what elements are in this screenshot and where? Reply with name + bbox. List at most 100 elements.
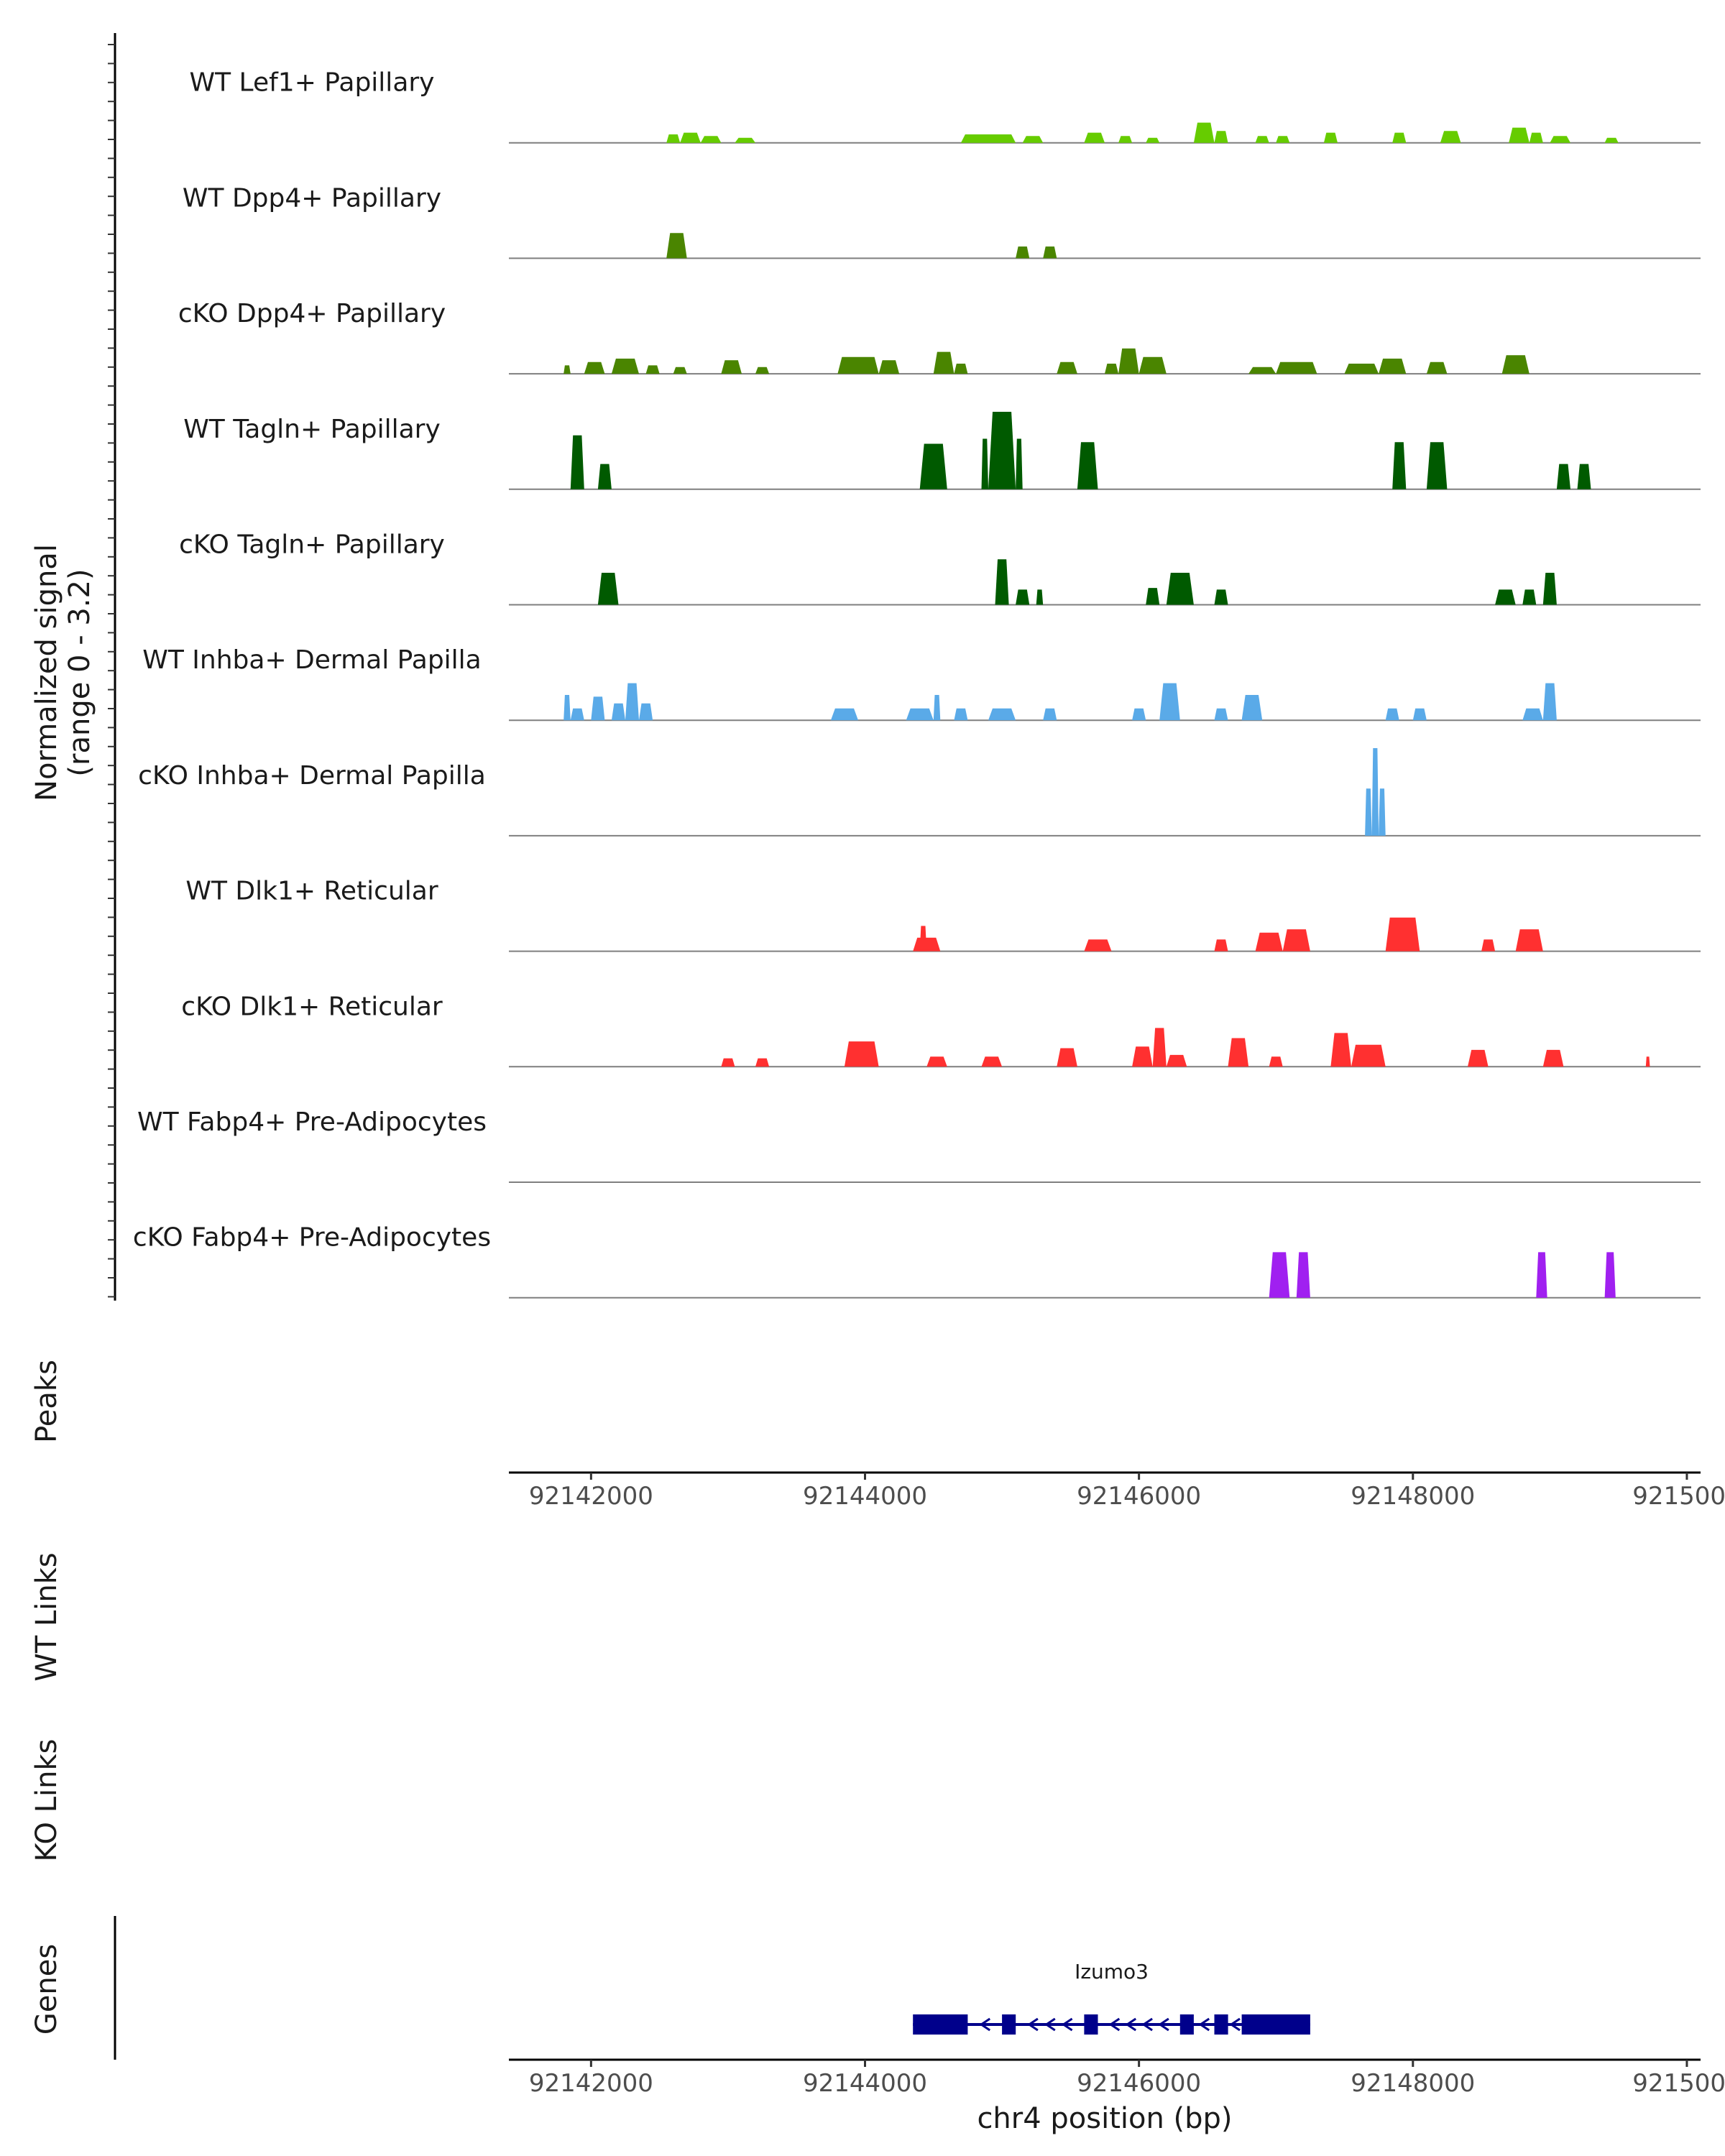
- x-axis-label: chr4 position (bp): [977, 2102, 1232, 2135]
- signal-peak: [1105, 364, 1119, 374]
- signal-peak: [1412, 708, 1427, 721]
- signal-peak: [755, 1058, 770, 1067]
- signal-peak: [1604, 137, 1619, 143]
- signal-peak: [591, 696, 605, 721]
- signal-peak: [1159, 683, 1180, 721]
- signal-peak: [1036, 589, 1044, 605]
- signal-peak: [1276, 361, 1317, 374]
- strand-arrow: [1198, 2017, 1210, 2032]
- strand-arrow: [979, 2017, 991, 2032]
- signal-peak: [954, 708, 968, 721]
- signal-peak: [1146, 588, 1160, 605]
- track: cKO Dpp4+ Papillary: [178, 299, 1701, 375]
- x-tick-label: 92144000: [803, 1482, 927, 1511]
- signal-peak: [1392, 132, 1407, 143]
- signal-peak: [1426, 361, 1448, 374]
- x-tick-label: 9215000: [1632, 2069, 1725, 2098]
- signal-peak: [1365, 788, 1372, 836]
- x-tick-label: 92146000: [1077, 1482, 1201, 1511]
- gene-exon: [1084, 2014, 1098, 2035]
- signal-peak: [830, 708, 858, 721]
- signal-peak: [837, 356, 879, 374]
- signal-peak: [1255, 932, 1283, 952]
- gene-exon: [1214, 2014, 1228, 2035]
- signal-peak: [1269, 1056, 1283, 1067]
- signal-peak: [680, 132, 701, 143]
- signal-peak: [1371, 748, 1379, 836]
- signal-peak: [1043, 708, 1057, 721]
- track-label: cKO Fabp4+ Pre-Adipocytes: [133, 1223, 491, 1253]
- signal-peak: [1542, 1049, 1564, 1067]
- track-label: cKO Dlk1+ Reticular: [181, 992, 443, 1021]
- signal-peak: [1379, 359, 1407, 374]
- strand-arrow: [1027, 2017, 1039, 2032]
- signal-peak: [673, 367, 687, 374]
- signal-peak: [755, 367, 770, 374]
- signal-peak: [1016, 438, 1023, 489]
- track: cKO Tagln+ Papillary: [179, 530, 1701, 606]
- signal-peak: [1269, 1252, 1290, 1298]
- track: WT Tagln+ Papillary: [183, 412, 1701, 490]
- signal-peak: [1542, 683, 1557, 721]
- genes-label: Genes: [30, 1944, 63, 2035]
- signal-peak: [1604, 1252, 1616, 1298]
- signal-peak: [1556, 464, 1570, 489]
- signal-peak: [597, 573, 619, 605]
- signal-peak: [1282, 929, 1310, 952]
- signal-peak: [1084, 132, 1105, 143]
- x-tick-label: 9215000: [1632, 1482, 1725, 1511]
- y-axis-label: Normalized signal: [30, 544, 63, 801]
- signal-peak: [1426, 442, 1448, 489]
- signal-peak: [1016, 247, 1030, 259]
- y-axis: [108, 33, 116, 1301]
- signal-peak: [1057, 361, 1077, 374]
- ko-links-label: KO Links: [30, 1739, 63, 1862]
- signal-peak: [1522, 589, 1537, 605]
- signal-peak: [1529, 132, 1543, 143]
- gene-exon: [1179, 2014, 1194, 2035]
- signal-peak: [1379, 788, 1386, 836]
- signal-peak: [1057, 1048, 1077, 1067]
- signal-peak: [584, 361, 605, 374]
- gene-track: Izumo3: [913, 1960, 1310, 2035]
- signal-peak: [1248, 367, 1276, 374]
- track-label: cKO Dpp4+ Papillary: [178, 299, 446, 328]
- track-label: WT Dpp4+ Papillary: [183, 183, 441, 213]
- track: WT Lef1+ Papillary: [190, 68, 1701, 144]
- signal-peak: [1550, 136, 1570, 143]
- signal-peak: [1481, 939, 1496, 952]
- signal-peak: [1495, 589, 1516, 605]
- signal-peak: [1645, 1056, 1650, 1067]
- x-tick-label: 92142000: [529, 1482, 653, 1511]
- signal-peak: [1214, 131, 1228, 143]
- track: WT Inhba+ Dermal Papilla: [142, 645, 1701, 722]
- signal-peak: [926, 1056, 947, 1067]
- signal-peak: [721, 1058, 735, 1067]
- signal-peak: [933, 351, 954, 374]
- signal-peak: [1193, 122, 1215, 143]
- signal-peak: [1344, 364, 1379, 374]
- signal-peak: [1138, 356, 1167, 374]
- signal-peak: [1323, 132, 1338, 143]
- signal-peak: [1152, 1028, 1167, 1067]
- signal-peak: [735, 137, 755, 143]
- track-label: cKO Inhba+ Dermal Papilla: [138, 761, 486, 791]
- signal-peak: [1385, 917, 1420, 952]
- track-label: WT Tagln+ Papillary: [183, 415, 441, 444]
- track: WT Dpp4+ Papillary: [183, 183, 1701, 259]
- signal-peak: [906, 708, 934, 721]
- gene-exon: [1241, 2014, 1310, 2035]
- signal-peak: [1255, 136, 1269, 143]
- signal-peak: [1214, 708, 1228, 721]
- peaks-label: Peaks: [30, 1360, 63, 1443]
- signal-peak: [960, 134, 1016, 143]
- genes-x-axis: 92142000 92144000 92146000 92148000 9215000: [509, 2058, 1725, 2098]
- signal-peak: [564, 695, 571, 721]
- signal-peak: [1077, 442, 1098, 489]
- track: WT Fabp4+ Pre-Adipocytes: [137, 1107, 1701, 1183]
- signal-peak: [981, 1056, 1003, 1067]
- signal-peak: [1166, 573, 1194, 605]
- gene-exon: [1002, 2014, 1016, 2035]
- signal-peak: [1536, 1252, 1547, 1298]
- strand-arrow: [1125, 2017, 1137, 2032]
